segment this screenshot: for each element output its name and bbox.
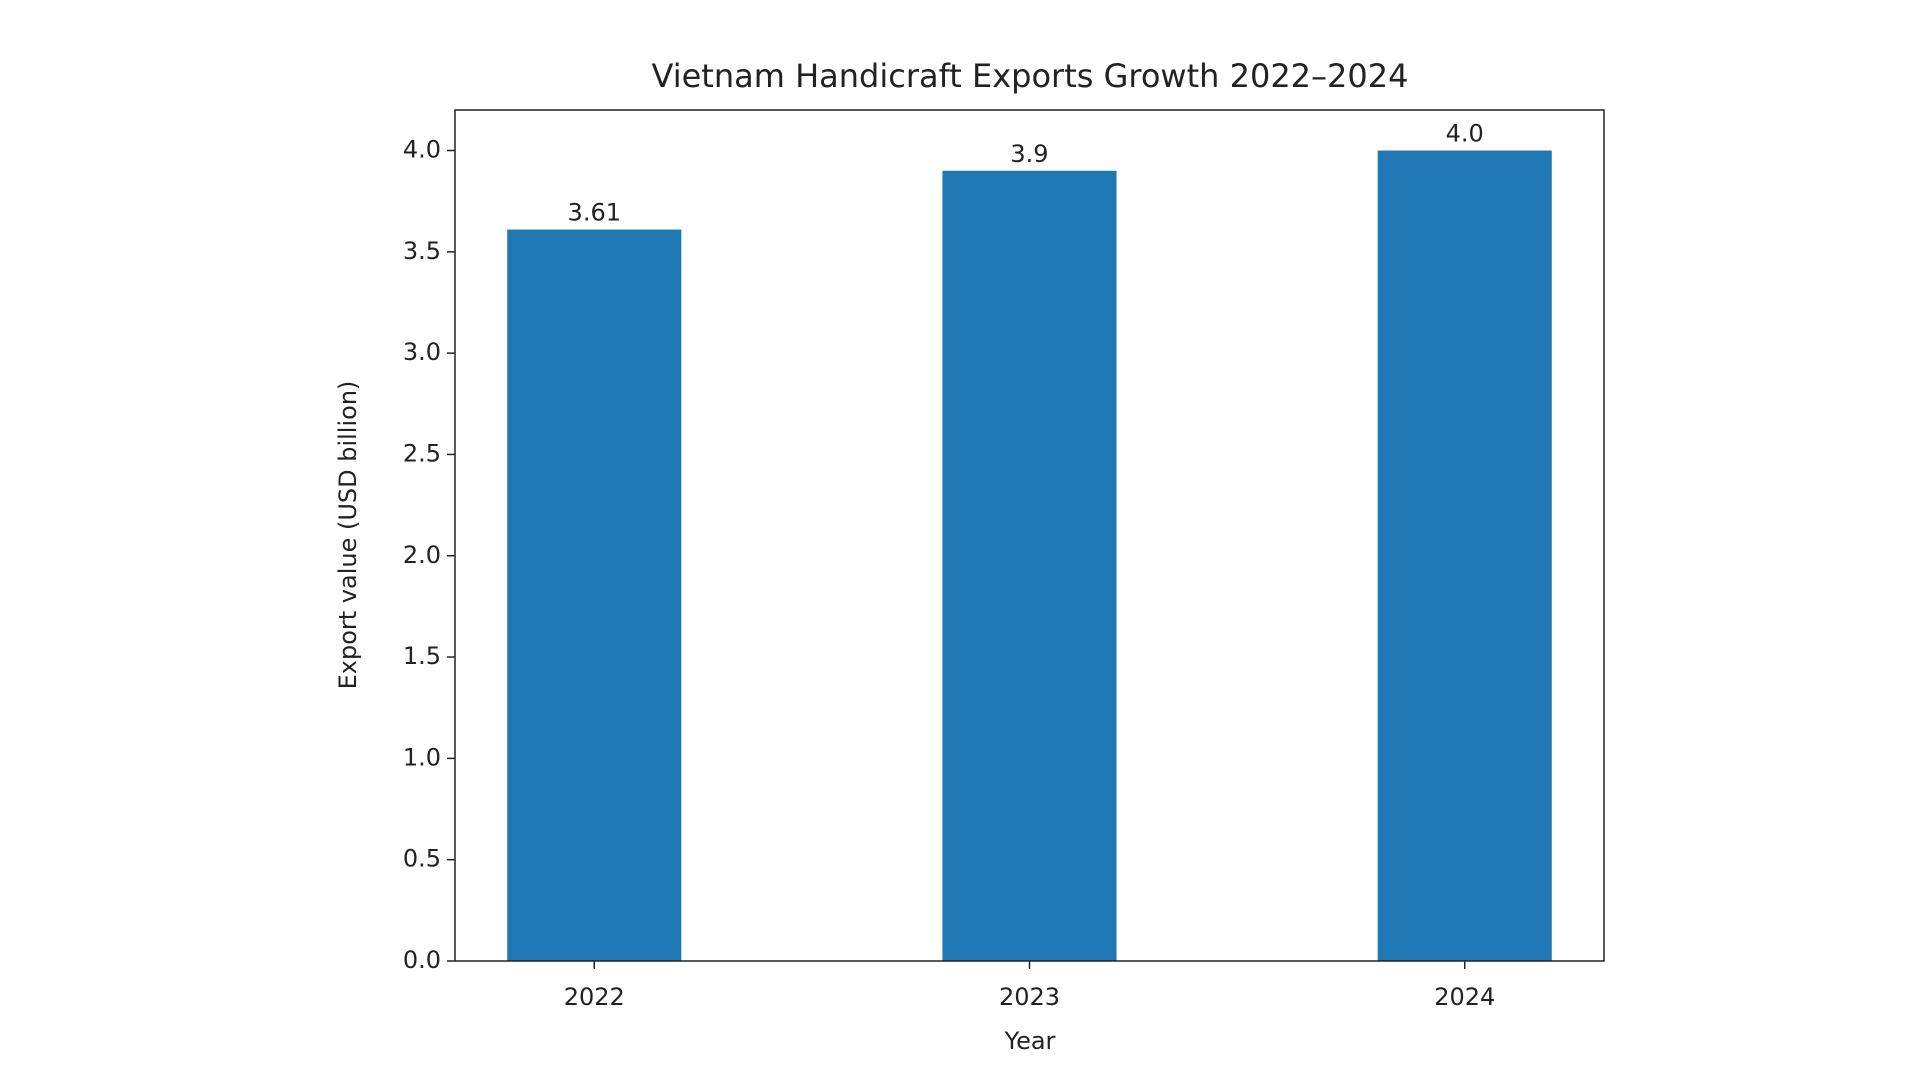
y-tick-label: 1.5 xyxy=(403,642,441,670)
y-tick-label: 1.0 xyxy=(403,743,441,771)
y-tick-label: 3.0 xyxy=(403,338,441,366)
bar xyxy=(1377,150,1552,961)
y-tick-label: 3.5 xyxy=(403,237,441,265)
bar xyxy=(507,229,682,962)
y-tick-label: 0.5 xyxy=(403,845,441,873)
bar xyxy=(942,170,1117,962)
y-axis-label: Export value (USD billion) xyxy=(334,381,362,690)
chart-title: Vietnam Handicraft Exports Growth 2022–2… xyxy=(652,57,1409,95)
axes-frame xyxy=(454,109,1605,962)
y-tick-label: 2.5 xyxy=(403,439,441,467)
value-label: 4.0 xyxy=(1446,120,1484,148)
value-label: 3.61 xyxy=(568,199,621,227)
y-tick-label: 2.0 xyxy=(403,541,441,569)
value-label: 3.9 xyxy=(1010,140,1048,168)
x-tick-label: 2022 xyxy=(564,983,625,1011)
x-tick-label: 2024 xyxy=(1434,983,1495,1011)
x-tick-label: 2023 xyxy=(999,983,1060,1011)
y-tick-label: 4.0 xyxy=(403,136,441,164)
y-tick-label: 0.0 xyxy=(403,946,441,974)
x-axis-label: Year xyxy=(1004,1027,1056,1055)
